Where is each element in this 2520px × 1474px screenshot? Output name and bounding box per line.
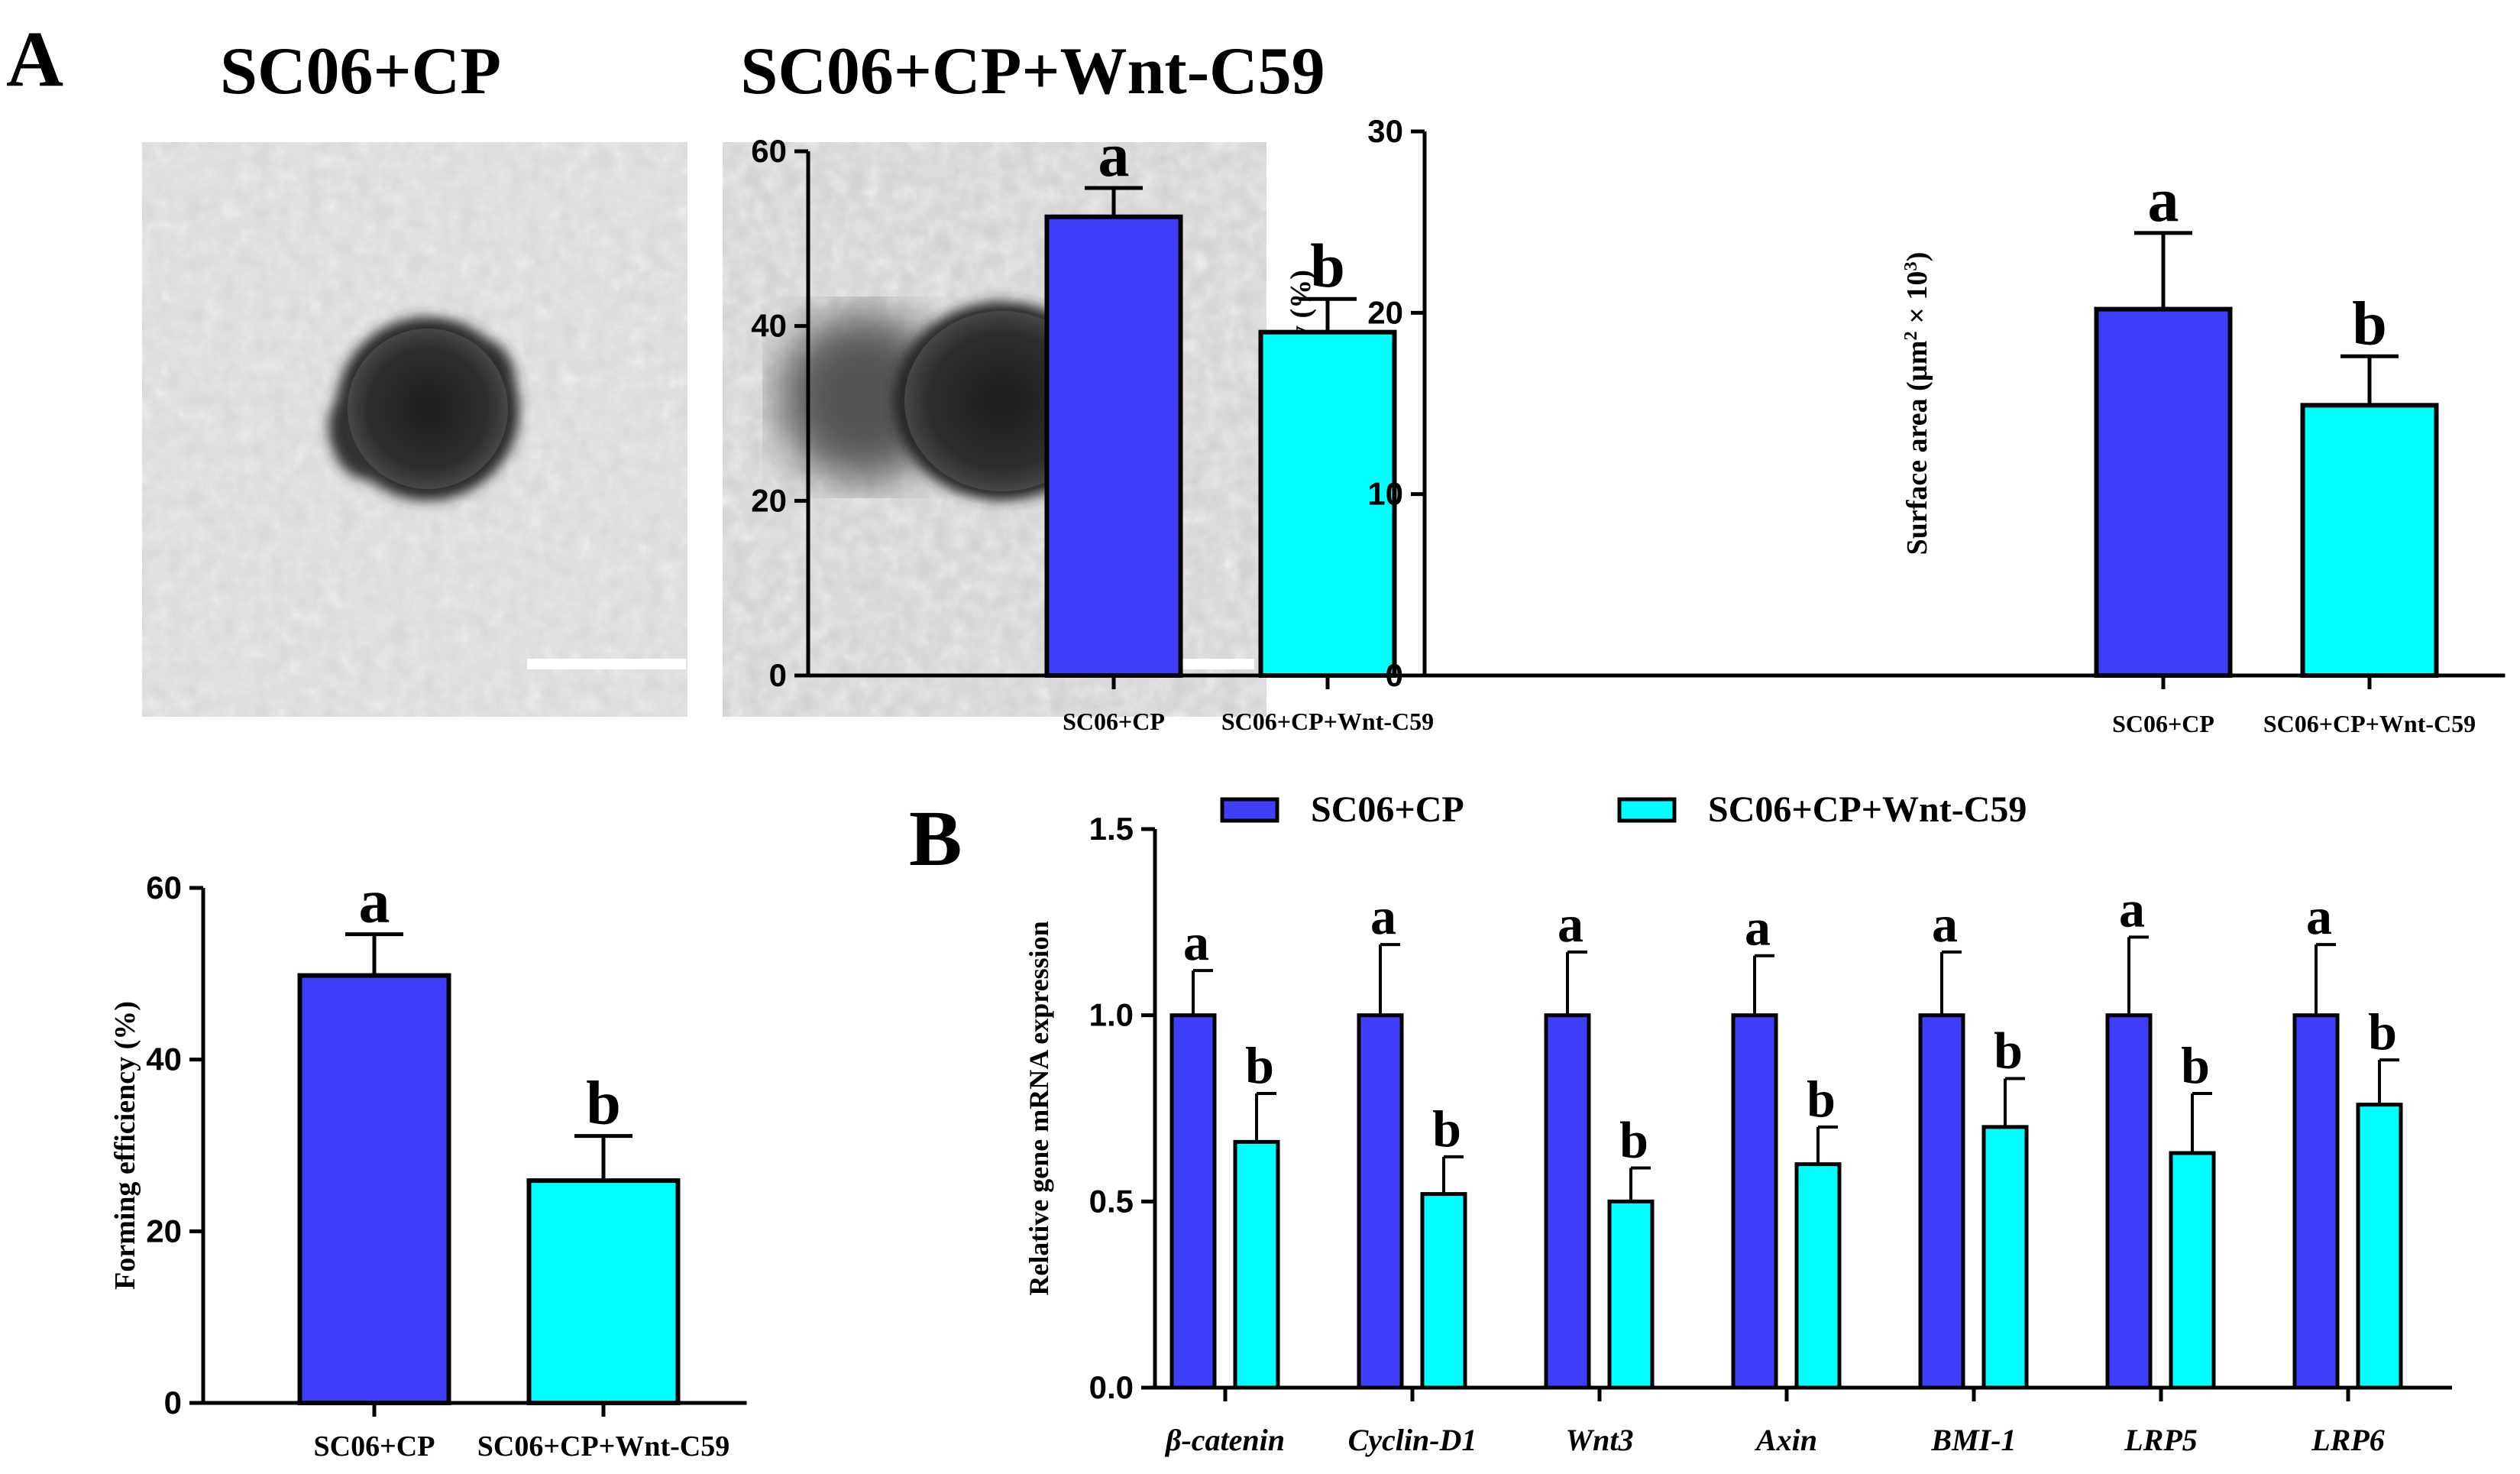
x-category-label: Wnt3	[1566, 1423, 1634, 1457]
micrograph-title-2: SC06+CP+Wnt-C59	[740, 34, 1325, 109]
significance-letter: b	[1994, 1022, 2023, 1080]
y-axis-label: Surface area (µm2 × 103)	[1901, 252, 1934, 556]
chart-forming-efficiency: 0 20 40 60 Forming efficiency (%) a SC06+CP b SC…	[109, 867, 747, 1463]
bar-sc06-cp	[297, 973, 451, 1405]
panel-label-b: B	[909, 795, 962, 883]
bar-sc06-cp	[1357, 1013, 1404, 1390]
y-tick-label: 40	[751, 308, 787, 344]
x-category-label: Axin	[1754, 1423, 1817, 1457]
micrograph-2	[723, 142, 1266, 717]
x-category-label: SC06+CP	[1063, 708, 1165, 735]
bar-sc06-cp-wnt-c59	[1420, 1192, 1467, 1390]
y-tick-label: 0.5	[1089, 1183, 1134, 1219]
significance-letter: a	[2119, 880, 2145, 938]
bar-sc06-cp-wnt-c59	[2356, 1103, 2403, 1390]
chart-surface-area: 0 10 20 30 Surface area (µm2 × 103) a SC06+CP b…	[1367, 113, 2505, 737]
significance-letter: a	[1098, 120, 1130, 190]
y-tick-label: 30	[1367, 113, 1403, 149]
y-tick-label: 0	[1386, 657, 1403, 693]
y-tick-label: 0	[769, 657, 787, 693]
chart-building-efficiency: 0204060Building efficiency (%)aSC06+CPbS…	[751, 120, 1464, 735]
significance-letter: b	[1245, 1036, 1274, 1094]
y-axis-label: Forming efficiency (%)	[109, 1001, 141, 1290]
y-tick-label: 0.0	[1089, 1369, 1134, 1405]
significance-letter: b	[1310, 231, 1345, 300]
bar-sc06-cp	[1544, 1013, 1591, 1390]
x-category-label: SC06+CP	[2112, 710, 2214, 737]
significance-letter: a	[1558, 895, 1583, 953]
significance-letter: a	[2148, 165, 2179, 235]
significance-letter: a	[359, 867, 390, 936]
y-tick-label: 1.0	[1089, 997, 1134, 1033]
chart-gene-expression: 0.0 0.5 1.0 1.5 Relative gene mRNA expressio…	[1024, 789, 2452, 1457]
x-category-label: β-catenin	[1164, 1423, 1285, 1457]
x-category-label: LRP5	[2124, 1423, 2198, 1457]
legend: SC06+CP SC06+CP+Wnt-C59	[1220, 789, 2027, 830]
significance-letter: b	[586, 1068, 621, 1138]
x-category-label: BMI-1	[1930, 1423, 2016, 1457]
bar-sc06-cp	[1044, 214, 1183, 678]
panel-label-a: A	[6, 15, 63, 103]
significance-letter: a	[1932, 895, 1958, 953]
x-category-label: SC06+CP+Wnt-C59	[2263, 710, 2476, 737]
micrograph-title-1: SC06+CP	[220, 34, 501, 109]
legend-swatch	[1617, 797, 1677, 823]
significance-letter: a	[1370, 887, 1396, 945]
bar-sc06-cp	[1918, 1013, 1965, 1390]
bar-sc06-cp	[2292, 1013, 2340, 1390]
significance-letter: b	[1807, 1070, 1836, 1128]
y-tick-label: 40	[146, 1042, 182, 1077]
bar-sc06-cp-wnt-c59	[2300, 403, 2439, 679]
bar-sc06-cp	[2094, 306, 2233, 678]
y-axis-label: Relative gene mRNA expression	[1024, 921, 1054, 1295]
significance-letter: a	[2306, 887, 2332, 945]
significance-letter: b	[2368, 1003, 2397, 1061]
bar-sc06-cp-wnt-c59	[1258, 329, 1397, 678]
scale-bar-1	[527, 659, 686, 669]
bar-sc06-cp-wnt-c59	[1607, 1199, 1655, 1390]
y-tick-label: 60	[751, 133, 787, 169]
significance-letter: b	[1432, 1100, 1461, 1158]
micrograph-1	[142, 142, 687, 717]
y-tick-label: 20	[146, 1213, 182, 1249]
significance-letter: a	[1183, 913, 1209, 971]
x-category-label: SC06+CP	[314, 1430, 435, 1463]
legend-label: SC06+CP	[1311, 789, 1464, 830]
bar-sc06-cp-wnt-c59	[2169, 1151, 2216, 1390]
bar-sc06-cp	[1731, 1013, 1778, 1390]
significance-letter: b	[2181, 1036, 2210, 1094]
bar-sc06-cp-wnt-c59	[1794, 1162, 1842, 1390]
significance-letter: a	[1745, 899, 1771, 957]
y-tick-label: 20	[1367, 294, 1403, 330]
bar-sc06-cp	[1169, 1013, 1217, 1390]
y-tick-label: 1.5	[1089, 811, 1134, 847]
bar-sc06-cp-wnt-c59	[1233, 1139, 1280, 1390]
y-tick-label: 60	[146, 870, 182, 905]
x-category-label: SC06+CP+Wnt-C59	[1221, 708, 1434, 735]
legend-label: SC06+CP+Wnt-C59	[1708, 789, 2027, 830]
legend-swatch	[1220, 797, 1279, 823]
bar-sc06-cp-wnt-c59	[526, 1178, 681, 1405]
y-tick-label: 0	[164, 1385, 182, 1421]
y-tick-label: 10	[1367, 476, 1403, 512]
significance-letter: b	[1619, 1110, 1648, 1168]
bar-sc06-cp	[2105, 1013, 2153, 1390]
x-category-label: LRP6	[2311, 1423, 2385, 1457]
x-category-label: Cyclin-D1	[1348, 1423, 1477, 1457]
x-category-label: SC06+CP+Wnt-C59	[477, 1430, 729, 1463]
significance-letter: b	[2352, 288, 2387, 358]
bar-sc06-cp-wnt-c59	[1981, 1125, 2029, 1390]
y-tick-label: 20	[751, 482, 787, 518]
